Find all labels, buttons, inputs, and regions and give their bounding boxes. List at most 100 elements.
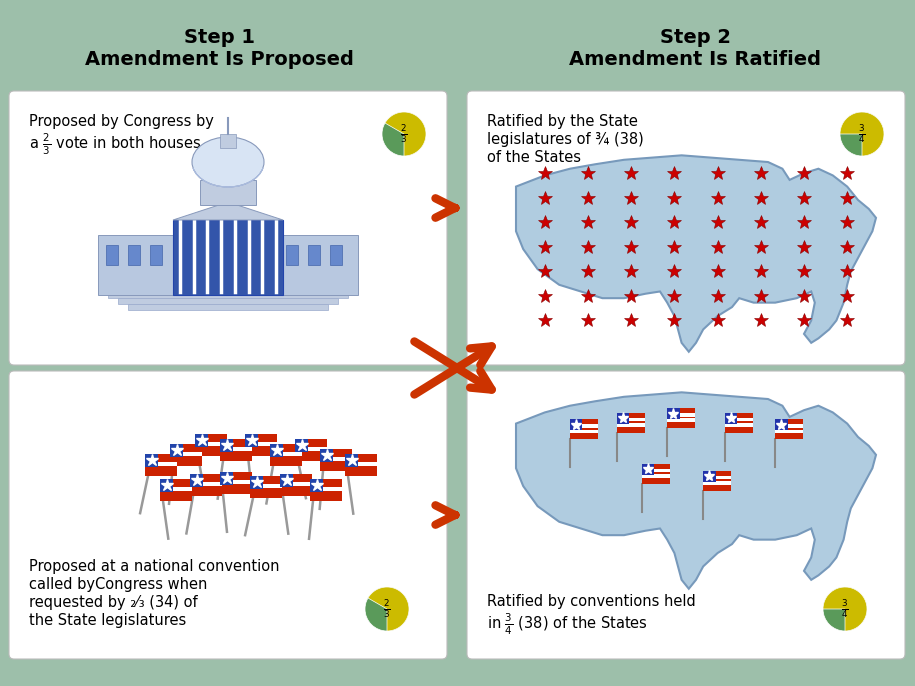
Bar <box>250 476 282 498</box>
Text: Step 1: Step 1 <box>184 28 255 47</box>
Wedge shape <box>368 587 409 631</box>
Bar <box>310 479 342 501</box>
Bar <box>725 423 753 427</box>
Bar <box>220 472 233 485</box>
Bar <box>195 442 227 446</box>
Bar <box>250 476 264 488</box>
Bar <box>189 474 203 487</box>
Text: $\frac{2}{3}$: $\frac{2}{3}$ <box>400 123 408 145</box>
Bar <box>617 412 645 432</box>
Bar <box>308 245 320 265</box>
Bar <box>245 442 277 446</box>
FancyBboxPatch shape <box>9 371 447 659</box>
Bar <box>667 408 695 428</box>
Bar <box>170 444 183 457</box>
Polygon shape <box>173 202 283 220</box>
Polygon shape <box>516 155 876 352</box>
Bar <box>270 444 284 457</box>
Bar <box>220 480 252 484</box>
Bar <box>220 439 252 461</box>
FancyBboxPatch shape <box>467 91 905 365</box>
Bar <box>345 454 359 466</box>
Bar <box>118 298 338 304</box>
Bar <box>642 464 670 484</box>
Bar <box>270 451 302 456</box>
Bar <box>286 245 298 265</box>
Bar <box>160 479 192 501</box>
Bar <box>280 474 312 496</box>
Bar <box>570 424 598 428</box>
Text: the State legislatures: the State legislatures <box>29 613 187 628</box>
Polygon shape <box>516 392 876 589</box>
Bar <box>617 423 645 427</box>
FancyBboxPatch shape <box>9 91 447 365</box>
Bar <box>270 444 302 466</box>
Bar <box>170 444 202 466</box>
Bar <box>345 462 377 466</box>
Bar <box>320 449 351 471</box>
Bar <box>775 429 803 433</box>
Bar <box>189 482 221 486</box>
Text: in $\frac{3}{4}$ (38) of the States: in $\frac{3}{4}$ (38) of the States <box>487 612 648 637</box>
Text: of the States: of the States <box>487 150 581 165</box>
Bar <box>189 474 221 496</box>
Bar <box>320 457 351 461</box>
Bar <box>295 439 308 452</box>
Bar <box>150 245 162 265</box>
Bar <box>245 434 277 456</box>
Bar <box>330 245 342 265</box>
Bar <box>667 418 695 422</box>
Bar <box>704 471 716 482</box>
Text: $\frac{3}{4}$: $\frac{3}{4}$ <box>841 598 849 620</box>
Bar <box>195 434 209 447</box>
Bar <box>570 419 582 430</box>
Bar <box>195 434 227 456</box>
Circle shape <box>823 587 867 631</box>
Circle shape <box>840 112 884 156</box>
Bar <box>250 484 282 488</box>
Text: Amendment Is Ratified: Amendment Is Ratified <box>569 50 822 69</box>
Text: Amendment Is Proposed: Amendment Is Proposed <box>85 50 354 69</box>
Bar <box>145 454 158 466</box>
Text: Ratified by the State: Ratified by the State <box>487 114 638 129</box>
Bar <box>295 439 327 461</box>
Bar <box>320 449 333 462</box>
Text: called byCongress when: called byCongress when <box>29 577 208 592</box>
Text: Ratified by conventions held: Ratified by conventions held <box>487 594 695 609</box>
Bar <box>775 419 803 439</box>
Bar <box>775 419 788 430</box>
Bar <box>704 471 731 490</box>
Bar <box>220 439 233 452</box>
Bar <box>98 235 178 295</box>
Bar <box>617 418 645 421</box>
Bar <box>642 474 670 478</box>
Bar <box>200 180 256 205</box>
Wedge shape <box>823 587 867 631</box>
Wedge shape <box>840 112 884 156</box>
Bar <box>667 408 680 419</box>
Bar <box>310 486 342 491</box>
Bar <box>128 304 328 310</box>
Bar <box>725 418 753 421</box>
Bar <box>220 472 252 494</box>
Bar <box>310 479 323 492</box>
Circle shape <box>382 112 426 156</box>
Bar <box>345 454 377 476</box>
Bar <box>128 245 140 265</box>
Bar <box>642 464 654 475</box>
Bar <box>775 424 803 428</box>
Text: a $\frac{2}{3}$ vote in both houses: a $\frac{2}{3}$ vote in both houses <box>29 132 201 157</box>
Bar <box>295 447 327 451</box>
Bar <box>145 454 177 476</box>
Bar <box>145 462 177 466</box>
Text: Proposed by Congress by: Proposed by Congress by <box>29 114 214 129</box>
Ellipse shape <box>192 137 264 187</box>
Bar <box>220 447 252 451</box>
Bar <box>170 451 202 456</box>
Bar <box>106 245 118 265</box>
Bar <box>570 419 598 439</box>
Text: $\frac{2}{3}$: $\frac{2}{3}$ <box>383 598 391 620</box>
Bar <box>667 413 695 416</box>
Bar <box>642 469 670 473</box>
Text: Proposed at a national convention: Proposed at a national convention <box>29 559 279 574</box>
